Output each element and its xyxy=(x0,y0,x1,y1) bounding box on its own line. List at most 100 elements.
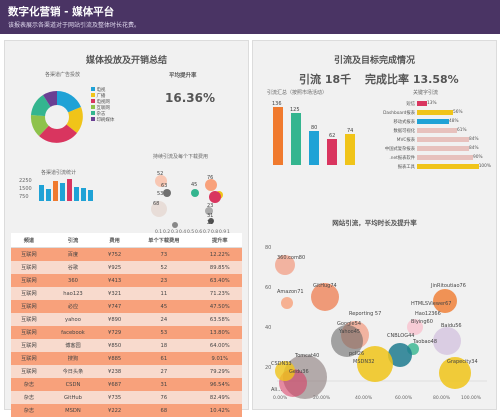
bubbles xyxy=(275,255,471,399)
pie-slice-radio xyxy=(57,107,83,133)
header-bar: 数字化营销 - 媒体平台 该报表展示各渠道对于网站引流及整体时长花费。 xyxy=(0,0,500,34)
svg-text:Amazon71: Amazon71 xyxy=(277,289,304,295)
svg-text:136: 136 xyxy=(272,101,282,107)
svg-text:52: 52 xyxy=(157,171,163,177)
svg-text:20.00%: 20.00% xyxy=(313,395,331,401)
svg-text:Yahoo45: Yahoo45 xyxy=(338,329,360,335)
table-row: 互联网 谷歌 ¥925 52 89.85% xyxy=(11,261,242,274)
svg-text:74: 74 xyxy=(347,128,353,134)
svg-text:JinRitoutiao76: JinRitoutiao76 xyxy=(430,283,466,289)
svg-text:Ali...: Ali... xyxy=(271,387,282,393)
bar-360 xyxy=(53,181,58,201)
svg-text:0.00%: 0.00% xyxy=(273,395,288,401)
svg-text:0.4: 0.4 xyxy=(179,229,186,235)
page-title: 数字化营销 - 媒体平台 xyxy=(8,6,115,18)
traffic-goal-title: 引流及目标完成情况 xyxy=(333,56,415,66)
svg-text:76: 76 xyxy=(207,175,213,181)
pie-slice-tvnet xyxy=(39,117,77,143)
table-row: 互联网 yahoo ¥890 24 63.58% xyxy=(11,313,242,326)
completion-kpi: 完成比率 13.58% xyxy=(365,73,459,86)
svg-text:pcIl26: pcIl26 xyxy=(349,351,364,357)
table-row: 互联网 博客园 ¥850 18 64.00% xyxy=(11,339,242,352)
svg-text:80.00%: 80.00% xyxy=(433,395,451,401)
bar-hao123 xyxy=(60,183,65,201)
bar-sem xyxy=(273,107,283,165)
svg-text:Gedu36: Gedu36 xyxy=(289,369,309,375)
avg-lift-label: 平均提升率 xyxy=(169,73,197,79)
channel-pie-chart xyxy=(30,90,83,143)
svg-text:CSDN33: CSDN33 xyxy=(271,361,292,367)
svg-text:Hao12366: Hao12366 xyxy=(415,311,441,317)
bar-yahoo xyxy=(74,187,79,201)
svg-text:40.00%: 40.00% xyxy=(355,395,373,401)
keyword-bar-title: 关键字引流 xyxy=(413,90,439,96)
svg-text:62: 62 xyxy=(329,133,335,139)
bar-sogou xyxy=(88,190,93,201)
traffic-kpi: 引流 18千 xyxy=(299,73,352,86)
pie-title: 各渠道广告投放 xyxy=(45,72,81,78)
svg-text:0.2: 0.2 xyxy=(163,229,170,235)
svg-text:80: 80 xyxy=(265,245,271,251)
table-header-row: 频道 引流 费用 单个下载费用 提升率 xyxy=(11,233,242,248)
svg-text:Tomcat40: Tomcat40 xyxy=(294,353,319,359)
svg-text:GitHug74: GitHug74 xyxy=(313,283,337,289)
campaign-bar-chart: 136 125 80 62 74 xyxy=(272,101,355,165)
channel-bar-title: 各渠道引流统计 xyxy=(41,170,77,176)
bar-baidu xyxy=(39,185,44,201)
svg-text:1: 1 xyxy=(227,229,230,235)
traffic-goal-panel: 引流及目标完成情况 引流 18千 完成比率 13.58% 引流汇总（按照市场活动… xyxy=(252,40,497,410)
table-row: 互联网 搜狗 ¥885 61 9.01% xyxy=(11,352,242,365)
svg-text:0.3: 0.3 xyxy=(171,229,178,235)
cost-scatter-chart: 52 63 45 76 68 23 31 29 53 0.10.20.30.40… xyxy=(151,171,230,235)
svg-text:0.7: 0.7 xyxy=(203,229,210,235)
avg-lift-value: 16.36% xyxy=(165,91,215,105)
svg-text:Biying60: Biying60 xyxy=(411,319,433,325)
table-row: 杂志 GitHub ¥735 76 82.49% xyxy=(11,391,242,404)
svg-text:0.6: 0.6 xyxy=(195,229,202,235)
channel-bar-yticks: 2250 1500 750 xyxy=(19,178,32,200)
svg-text:0.1: 0.1 xyxy=(155,229,162,235)
svg-text:Taobao48: Taobao48 xyxy=(412,339,437,345)
svg-text:45: 45 xyxy=(191,182,197,188)
table-row: 互联网 hao123 ¥321 11 71.23% xyxy=(11,287,242,300)
campaign-bar-title: 引流汇总（按照市场活动） xyxy=(267,90,328,96)
media-spend-title: 媒体投放及开销总结 xyxy=(85,56,167,66)
page-subtitle: 该报表展示各渠道对于网站引流及整体时长花费。 xyxy=(8,22,141,29)
svg-text:53: 53 xyxy=(157,191,163,197)
channel-table: 频道 引流 费用 单个下载费用 提升率 互联网 百度 ¥752 73 12.22% 互联… xyxy=(11,233,242,417)
media-spend-panel: 媒体投放及开销总结 各渠道广告投放 电视 广播 电视网 互联网 杂志 印刷媒体 … xyxy=(4,40,249,417)
svg-text:360.com80: 360.com80 xyxy=(277,255,305,261)
svg-text:23: 23 xyxy=(207,203,213,209)
svg-text:31: 31 xyxy=(207,213,213,219)
svg-text:MSDN32: MSDN32 xyxy=(353,359,374,365)
svg-text:Reporting 57: Reporting 57 xyxy=(349,311,381,317)
bar-google xyxy=(46,189,51,201)
svg-text:0.8: 0.8 xyxy=(211,229,218,235)
bar-social xyxy=(291,113,301,165)
bar-display xyxy=(327,139,337,165)
pie-legend: 电视 广播 电视网 互联网 杂志 印刷媒体 xyxy=(91,87,114,123)
bar-email xyxy=(309,131,319,165)
keyword-bar-chart: 短信 13% Dashboard报表 56% 移动式报表 48% 数据可视化 61% M… xyxy=(383,101,491,170)
bar-bing xyxy=(67,179,72,201)
table-row: 杂志 MSDN ¥222 68 10.42% xyxy=(11,404,242,417)
svg-text:HTMLSViewer67: HTMLSViewer67 xyxy=(411,301,451,307)
svg-text:0.9: 0.9 xyxy=(219,229,226,235)
table-row: 互联网 必应 ¥747 45 47.50% xyxy=(11,300,242,313)
scatter-title: 持续引流及每个下载费用 xyxy=(153,154,209,160)
svg-text:40: 40 xyxy=(265,325,271,331)
svg-text:Google54: Google54 xyxy=(337,321,361,327)
bubble-chart: 80 60 40 20 xyxy=(265,245,487,401)
svg-text:Baidu56: Baidu56 xyxy=(441,323,462,329)
table-row: 互联网 360 ¥413 23 63.40% xyxy=(11,274,242,287)
svg-text:63: 63 xyxy=(161,183,167,189)
table-row: 杂志 CSDN ¥687 31 96.54% xyxy=(11,378,242,391)
svg-text:29: 29 xyxy=(207,220,213,226)
svg-text:100.00%: 100.00% xyxy=(461,395,482,401)
svg-text:20: 20 xyxy=(265,365,271,371)
svg-text:Grapecity34: Grapecity34 xyxy=(447,359,478,365)
svg-text:CNBLOG44: CNBLOG44 xyxy=(387,333,414,339)
bar-video xyxy=(345,134,355,165)
svg-text:80: 80 xyxy=(311,125,317,131)
